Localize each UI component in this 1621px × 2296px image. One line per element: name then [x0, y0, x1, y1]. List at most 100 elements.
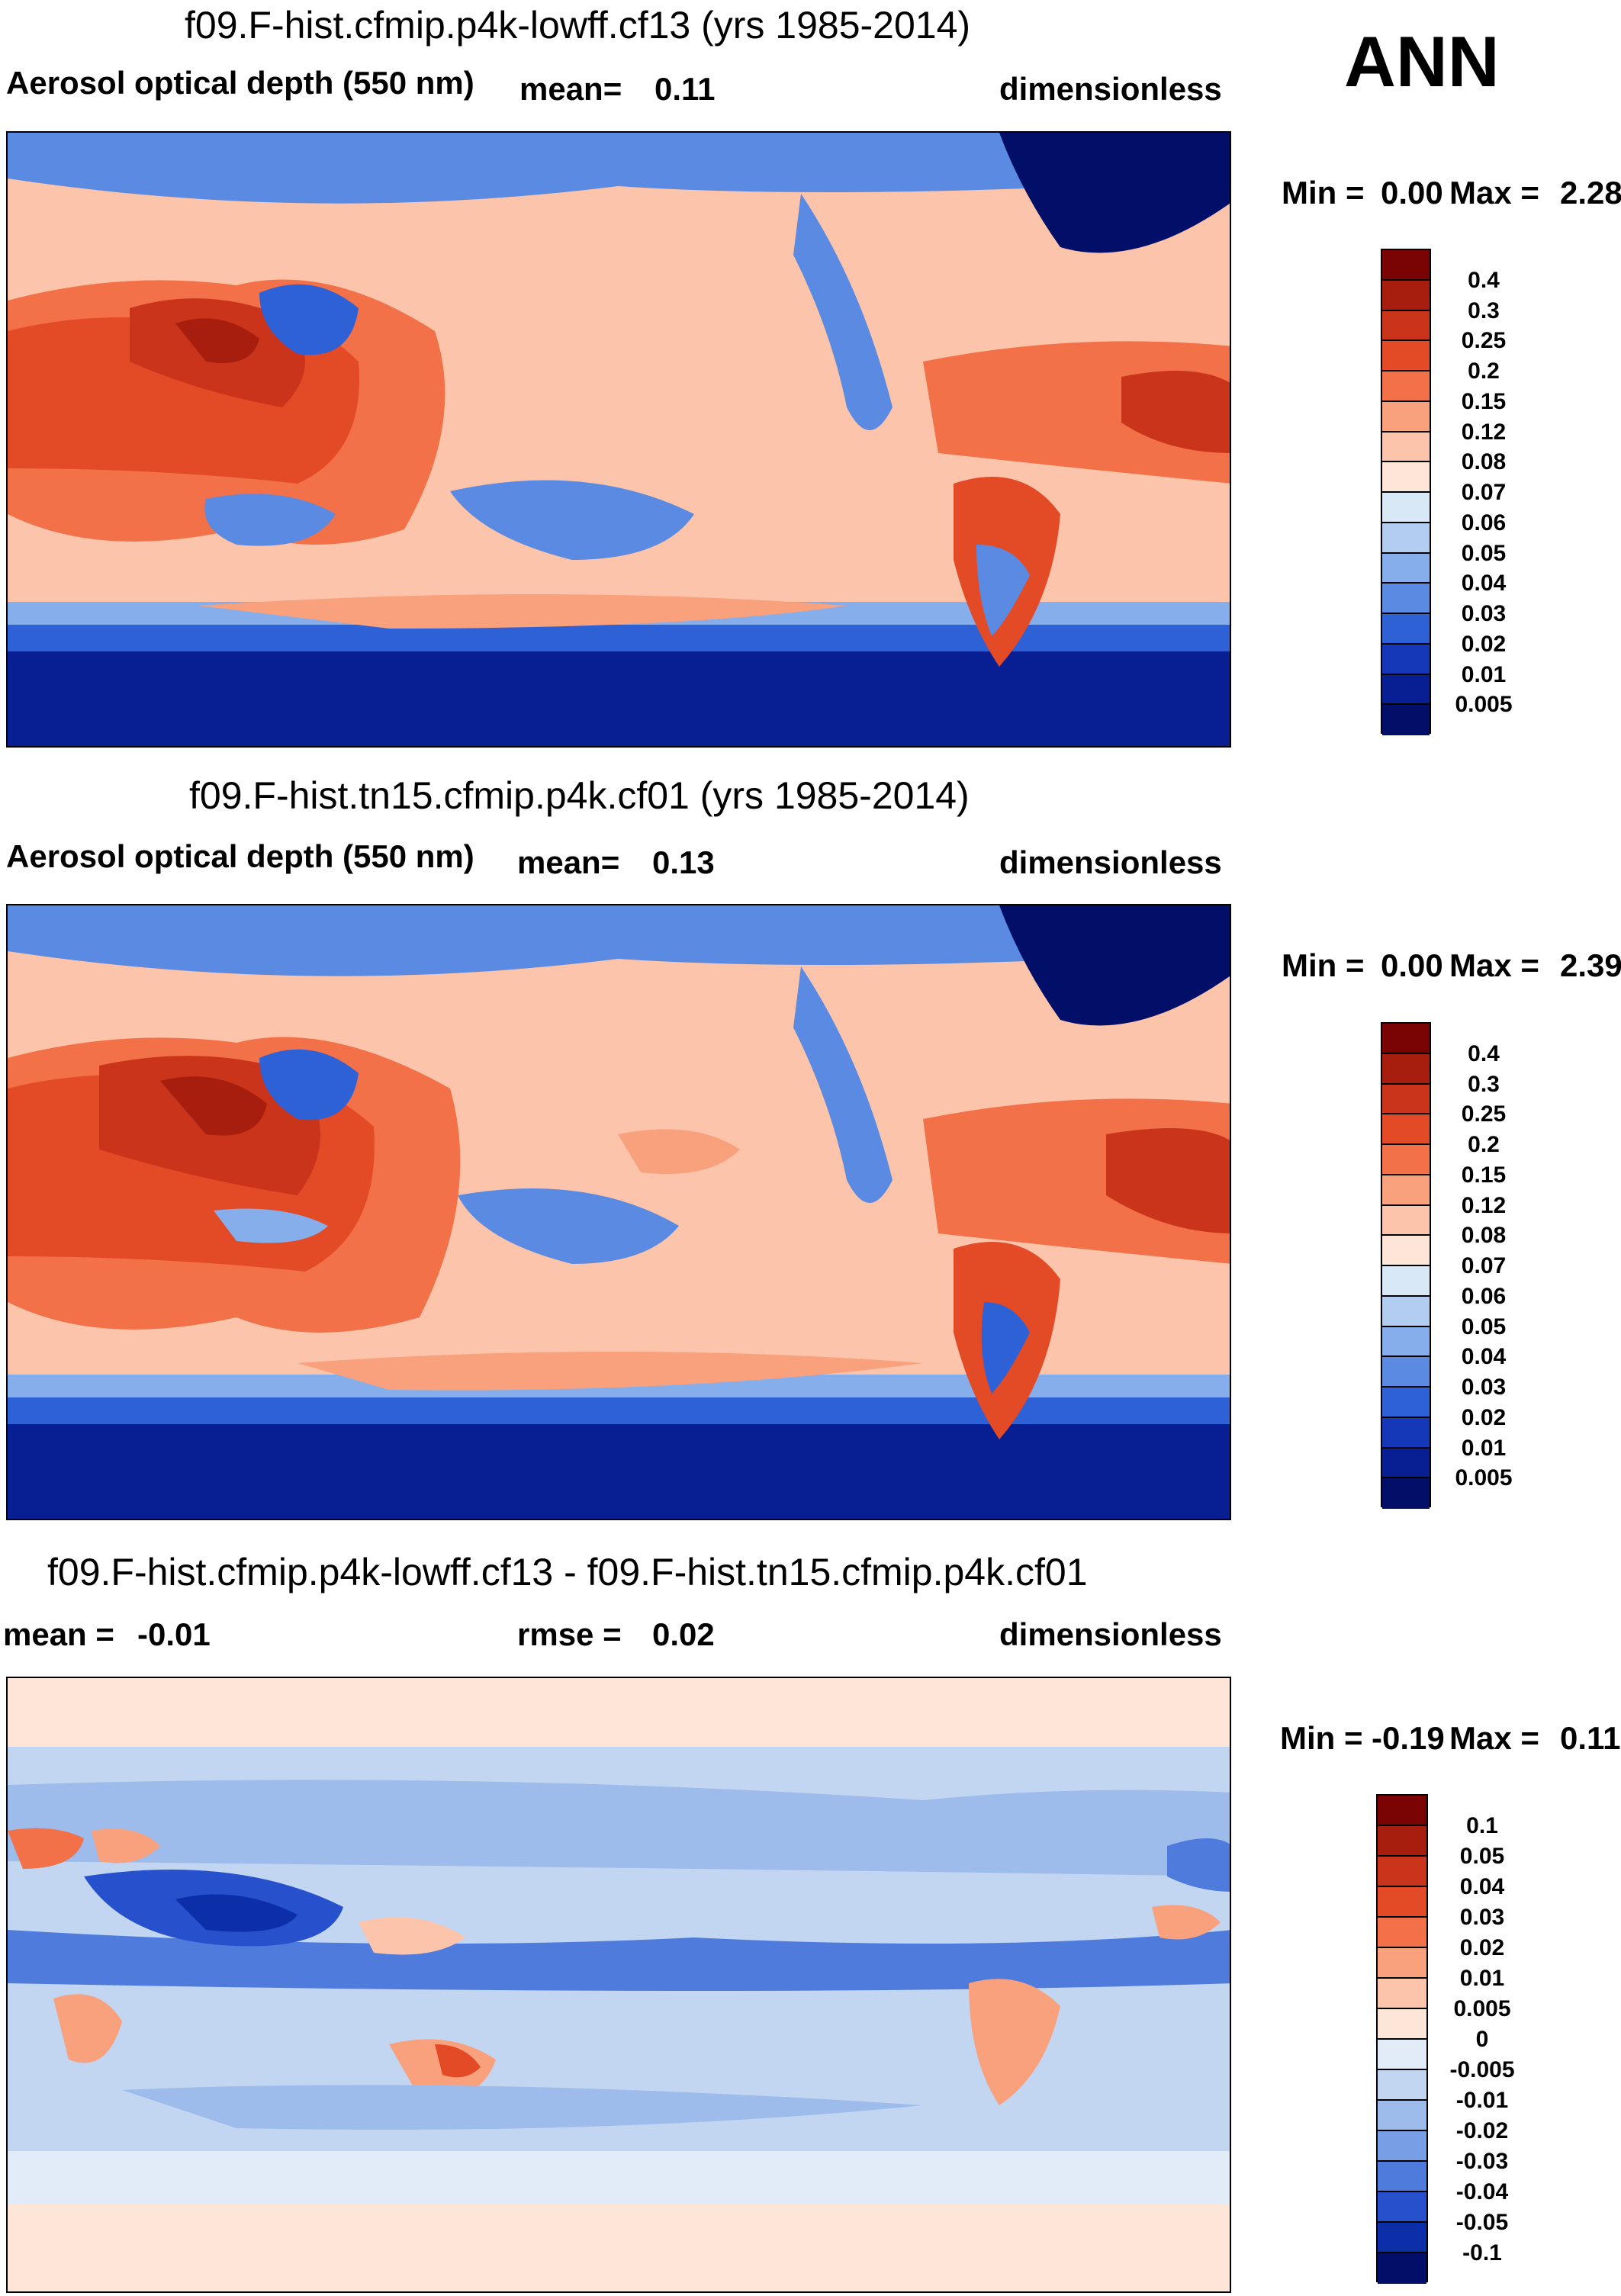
panel2-variable: Aerosol optical depth (550 nm) — [6, 838, 474, 874]
colorbar-swatch — [1382, 584, 1430, 614]
colorbar-tick-label: -0.005 — [1449, 2057, 1515, 2082]
panel3-rmse-value: 0.02 — [652, 1616, 715, 1652]
panel3-mean-label: mean = — [3, 1616, 114, 1652]
panel3-min-value: -0.19 — [1372, 1720, 1445, 1756]
colorbar-tick-label: 0 — [1475, 2027, 1489, 2052]
colorbar-tick-label: 0.005 — [1455, 692, 1513, 718]
colorbar-tick-label: -0.03 — [1455, 2149, 1509, 2174]
colorbar-swatch — [1382, 310, 1430, 342]
colorbar-swatch — [1378, 2040, 1426, 2070]
panel1-map-field — [8, 133, 1230, 746]
panel1-mean-label: mean= — [519, 71, 622, 107]
colorbar-swatch — [1382, 1024, 1430, 1054]
colorbar-swatch — [1382, 250, 1430, 281]
colorbar-swatch — [1382, 341, 1430, 371]
panel2-units: dimensionless — [999, 844, 1222, 880]
colorbar-swatch — [1382, 553, 1430, 584]
colorbar-tick-label: -0.05 — [1455, 2210, 1509, 2235]
colorbar-tick-label: 0.005 — [1455, 1465, 1513, 1491]
colorbar-swatch — [1378, 2253, 1426, 2284]
colorbar-tick-label: 0.05 — [1459, 1844, 1505, 1869]
season-label: ANN — [1344, 21, 1500, 101]
colorbar-tick-label: 0.04 — [1459, 1874, 1505, 1899]
colorbar-tick-label: 0.04 — [1461, 571, 1507, 597]
colorbar-swatch — [1382, 614, 1430, 645]
colorbar-swatch — [1378, 2009, 1426, 2040]
colorbar-tick-label: 0.03 — [1461, 601, 1507, 626]
colorbar-tick-label: 0.06 — [1461, 1283, 1507, 1309]
colorbar-tick-label: 0.12 — [1461, 419, 1507, 445]
colorbar-tick-label: 0.4 — [1468, 1040, 1500, 1066]
colorbar-tick-label: 0.02 — [1459, 1935, 1505, 1960]
colorbar-tick-label: -0.02 — [1455, 2118, 1509, 2143]
colorbar-tick-label: 0.25 — [1461, 328, 1507, 354]
panel1-mean-value: 0.11 — [655, 71, 716, 107]
colorbar-tick-label: 0.07 — [1461, 1253, 1507, 1278]
colorbar-tick-label: 0.08 — [1461, 449, 1507, 475]
panel1-variable: Aerosol optical depth (550 nm) — [6, 65, 474, 101]
colorbar-swatch — [1382, 1145, 1430, 1175]
colorbar-tick-label: 0.07 — [1461, 480, 1507, 505]
colorbar-swatch — [1382, 1114, 1430, 1145]
colorbar-swatch — [1378, 1826, 1426, 1857]
colorbar-swatch — [1378, 2162, 1426, 2192]
colorbar-swatch — [1382, 1478, 1430, 1509]
panel2-mean-value: 0.13 — [652, 844, 715, 880]
panel1-min-label: Min = — [1282, 175, 1365, 211]
colorbar-swatch — [1382, 1053, 1430, 1085]
colorbar-swatch — [1382, 401, 1430, 433]
colorbar-swatch — [1382, 1388, 1430, 1418]
colorbar-tick-label: 0.05 — [1461, 1314, 1507, 1339]
colorbar-swatch — [1378, 1887, 1426, 1918]
colorbar-swatch — [1378, 2070, 1426, 2101]
colorbar-tick-label: 0.02 — [1461, 631, 1507, 657]
panel2-map — [6, 904, 1231, 1520]
colorbar-swatch — [1382, 432, 1430, 463]
panel2-min-label: Min = — [1282, 947, 1365, 983]
colorbar-swatch — [1382, 1236, 1430, 1266]
colorbar-swatch — [1382, 644, 1430, 675]
panel2-max-value: 2.39 — [1560, 947, 1621, 983]
colorbar-swatch — [1382, 1448, 1430, 1479]
panel3-colorbar — [1376, 1794, 1428, 2284]
colorbar-swatch — [1382, 1417, 1430, 1449]
colorbar-tick-label: 0.01 — [1461, 1435, 1507, 1461]
colorbar-tick-label: 0.2 — [1468, 1132, 1500, 1157]
colorbar-swatch — [1378, 1979, 1426, 2009]
colorbar-swatch — [1378, 2101, 1426, 2131]
panel3-map — [6, 1677, 1231, 2293]
colorbar-swatch — [1382, 371, 1430, 402]
panel1-min-value: 0.00 — [1381, 175, 1443, 211]
colorbar-swatch — [1382, 523, 1430, 554]
colorbar-swatch — [1382, 1084, 1430, 1115]
colorbar-tick-label: 0.08 — [1461, 1223, 1507, 1249]
colorbar-tick-label: 0.3 — [1468, 297, 1500, 323]
panel3-map-field — [8, 1678, 1230, 2291]
colorbar-tick-label: -0.01 — [1455, 2088, 1509, 2113]
panel2-mean-label: mean= — [517, 844, 620, 880]
colorbar-tick-label: 0.3 — [1468, 1071, 1500, 1097]
panel3-max-label: Max = — [1449, 1720, 1539, 1756]
colorbar-swatch — [1378, 2223, 1426, 2253]
panel1-units: dimensionless — [999, 71, 1222, 107]
colorbar-swatch — [1382, 1175, 1430, 1206]
colorbar-tick-label: 0.06 — [1461, 510, 1507, 535]
panel1-map — [6, 131, 1231, 748]
panel1-max-label: Max = — [1449, 175, 1539, 211]
colorbar-swatch — [1382, 280, 1430, 311]
colorbar-swatch — [1378, 1796, 1426, 1826]
colorbar-swatch — [1382, 1357, 1430, 1388]
colorbar-swatch — [1378, 2131, 1426, 2162]
panel3-mean-value: -0.01 — [137, 1616, 211, 1652]
colorbar-tick-label: 0.03 — [1459, 1905, 1505, 1930]
panel2-min-value: 0.00 — [1381, 947, 1443, 983]
colorbar-tick-label: 0.04 — [1461, 1344, 1507, 1370]
colorbar-tick-label: 0.01 — [1461, 661, 1507, 687]
colorbar-swatch — [1382, 1326, 1430, 1358]
panel3-rmse-label: rmse = — [517, 1616, 622, 1652]
colorbar-tick-label: -0.1 — [1462, 2240, 1502, 2265]
panel3-max-value: 0.11 — [1560, 1720, 1621, 1756]
panel1-max-value: 2.28 — [1560, 175, 1621, 211]
panel2-map-field — [8, 905, 1230, 1519]
colorbar-tick-label: 0.2 — [1468, 359, 1500, 384]
